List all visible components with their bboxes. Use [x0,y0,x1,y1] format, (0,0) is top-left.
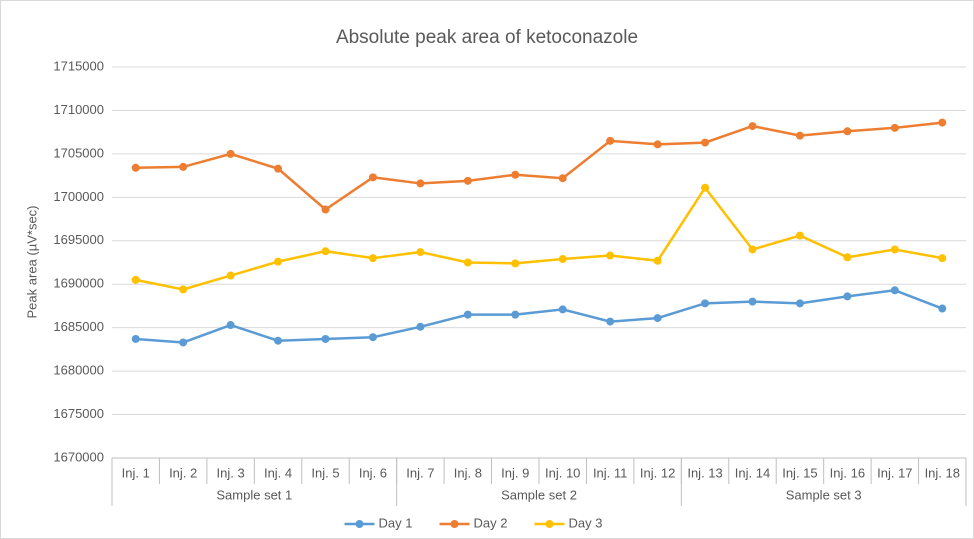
data-point [701,138,710,147]
data-point [748,245,757,254]
data-point [843,253,852,262]
data-point [368,333,377,342]
x-tick-label: Inj. 5 [311,465,339,480]
data-point [653,140,662,149]
x-tick-label: Inj. 7 [406,465,434,480]
data-point [701,183,710,192]
data-point [179,162,188,171]
data-point [274,336,283,345]
y-tick-label: 1680000 [53,363,104,378]
x-tick-label: Inj. 8 [454,465,482,480]
data-point [653,314,662,323]
data-point [416,179,425,188]
y-tick-label: 1690000 [53,276,104,291]
data-point [795,131,804,140]
series-line [135,289,943,344]
y-tick-label: 1675000 [53,406,104,421]
data-point [606,251,615,260]
group-label: Sample set 2 [501,487,577,502]
data-point [226,149,235,158]
data-point [226,321,235,330]
data-point [558,174,567,183]
data-point [748,122,757,131]
data-point [795,299,804,308]
x-tick-label: Inj. 17 [877,465,912,480]
data-point [606,136,615,145]
x-tick-label: Inj. 6 [359,465,387,480]
data-point [938,118,947,127]
series-line [135,185,943,291]
data-point [890,123,899,132]
chart-title: Absolute peak area of ketoconazole [336,27,638,48]
y-tick-label: 1705000 [53,145,104,160]
data-point [890,286,899,295]
legend-label: Day 2 [474,515,508,530]
legend-marker [355,520,364,528]
x-tick-label: Inj. 9 [501,465,529,480]
data-point [463,258,472,267]
data-point [511,259,520,268]
legend-label: Day 3 [569,515,603,530]
series-line [135,121,943,212]
y-tick-label: 1695000 [53,232,104,247]
data-point [795,231,804,240]
y-tick-label: 1715000 [53,58,104,73]
data-point [321,247,330,256]
data-point [131,275,140,284]
data-point [368,173,377,182]
data-point [653,256,662,265]
x-tick-label: Inj. 16 [830,465,865,480]
legend-marker [545,520,554,528]
data-point [226,271,235,280]
data-point [748,297,757,306]
legend-marker [450,520,459,528]
x-tick-label: Inj. 1 [122,465,150,480]
y-tick-label: 1685000 [53,319,104,334]
data-point [511,310,520,319]
data-point [274,164,283,173]
group-label: Sample set 3 [786,487,862,502]
x-tick-label: Inj. 18 [925,465,960,480]
x-tick-label: Inj. 15 [782,465,817,480]
y-tick-label: 1700000 [53,189,104,204]
data-point [416,322,425,331]
y-tick-label: 1710000 [53,102,104,117]
data-point [606,317,615,326]
data-point [274,257,283,266]
data-point [416,248,425,257]
x-tick-label: Inj. 4 [264,465,292,480]
data-point [463,176,472,185]
data-point [558,255,567,264]
legend-label: Day 1 [379,515,413,530]
x-tick-label: Inj. 3 [217,465,245,480]
x-tick-label: Inj. 14 [735,465,770,480]
x-tick-label: Inj. 2 [169,465,197,480]
data-point [890,245,899,254]
data-point [558,305,567,314]
data-point [321,334,330,343]
x-tick-label: Inj. 12 [640,465,675,480]
data-point [511,170,520,179]
x-tick-label: Inj. 13 [687,465,722,480]
x-tick-label: Inj. 10 [545,465,580,480]
data-point [131,334,140,343]
data-point [843,292,852,301]
data-point [701,299,710,308]
y-axis-label: Peak area (µV*sec) [24,206,39,319]
data-point [179,285,188,294]
data-point [938,254,947,263]
group-label: Sample set 1 [216,487,292,502]
data-point [179,338,188,347]
data-point [938,304,947,313]
data-point [368,254,377,263]
data-point [321,205,330,214]
data-point [131,163,140,172]
data-point [843,127,852,136]
y-tick-label: 1670000 [53,449,104,464]
data-point [463,310,472,319]
x-tick-label: Inj. 11 [593,465,627,480]
